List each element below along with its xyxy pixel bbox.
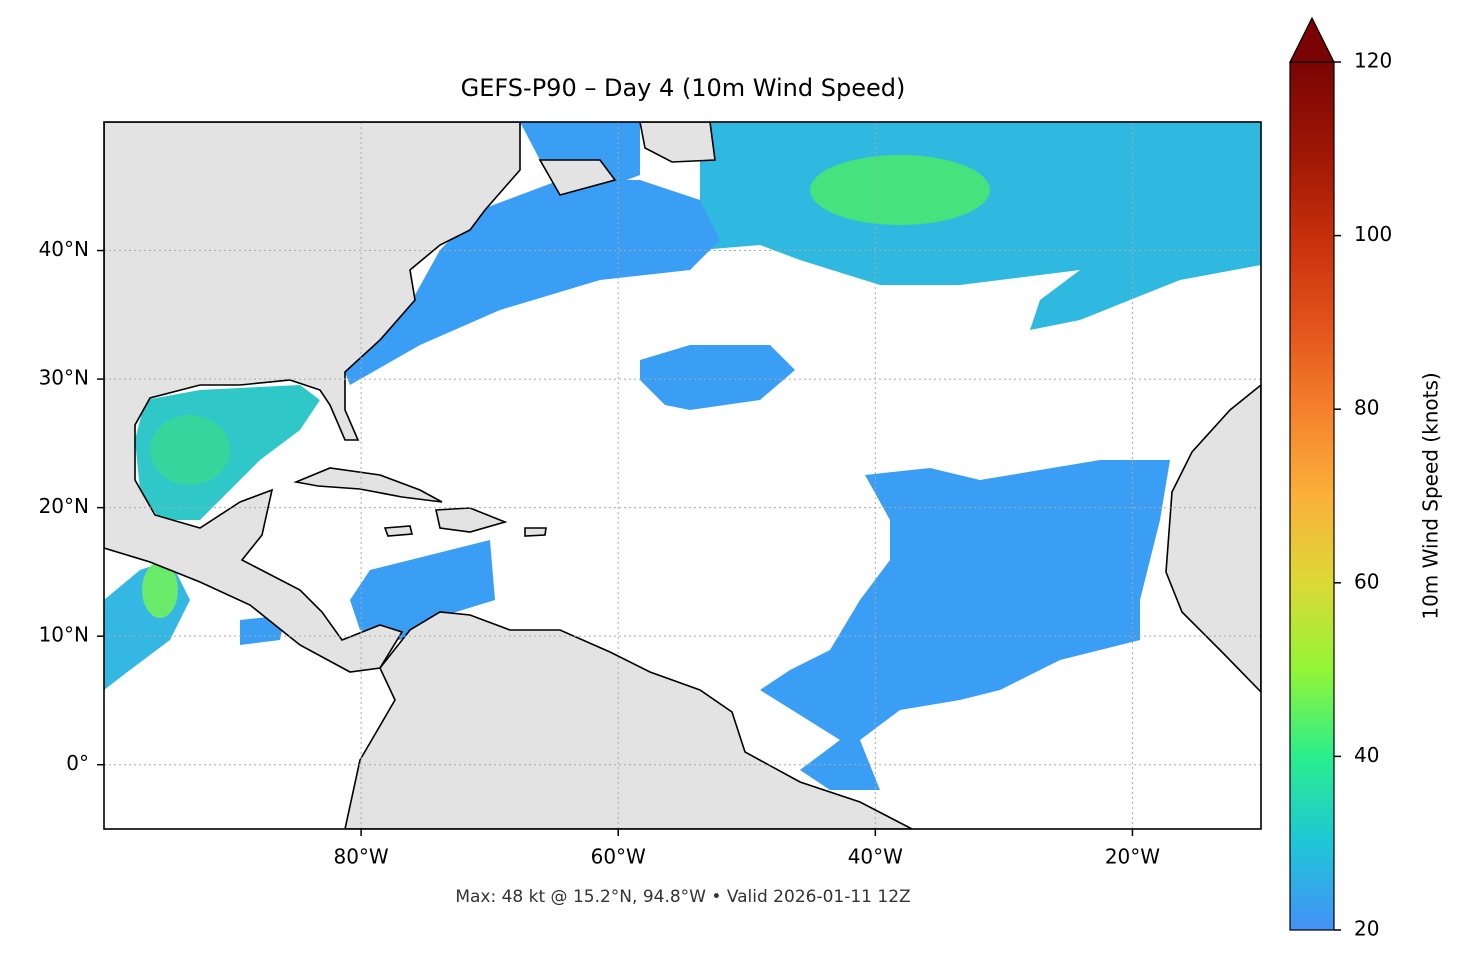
y-tick-label: 40°N [39,237,89,261]
colorbar-extend [1289,16,1335,63]
x-tick-label: 80°W [333,845,388,869]
colorbar-tick-label: 100 [1354,222,1392,246]
map [104,122,1261,829]
colorbar-tick-label: 20 [1354,917,1379,941]
wind-field [104,122,1261,790]
colorbar-label: 10m Wind Speed (knots) [1419,372,1443,619]
y-tick-label: 20°N [39,494,89,518]
colorbar-tick-label: 80 [1354,396,1379,420]
y-tick-label: 30°N [39,366,89,390]
colorbar-scale [1289,61,1335,931]
map-frame [103,121,1262,830]
land [104,122,1261,829]
colorbar-tick-label: 40 [1354,743,1379,767]
x-tick-label: 20°W [1105,845,1160,869]
colorbar-tick-label: 120 [1354,49,1392,73]
x-tick-label: 60°W [591,845,646,869]
y-tick-label: 10°N [39,623,89,647]
chart-title: GEFS-P90 – Day 4 (10m Wind Speed) [461,74,906,102]
colorbar: 20 40 60 80 100 120 10m Wind Speed (knots) [1289,16,1443,941]
x-tick-label: 40°W [848,845,903,869]
caption: Max: 48 kt @ 15.2°N, 94.8°W • Valid 2026… [455,887,910,907]
colorbar-tick-label: 60 [1354,569,1379,593]
axis-ticks: 80°W 60°W 40°W 20°W 0° 10°N 20°N 30°N 40°N [39,237,1161,868]
y-tick-label: 0° [66,751,89,775]
